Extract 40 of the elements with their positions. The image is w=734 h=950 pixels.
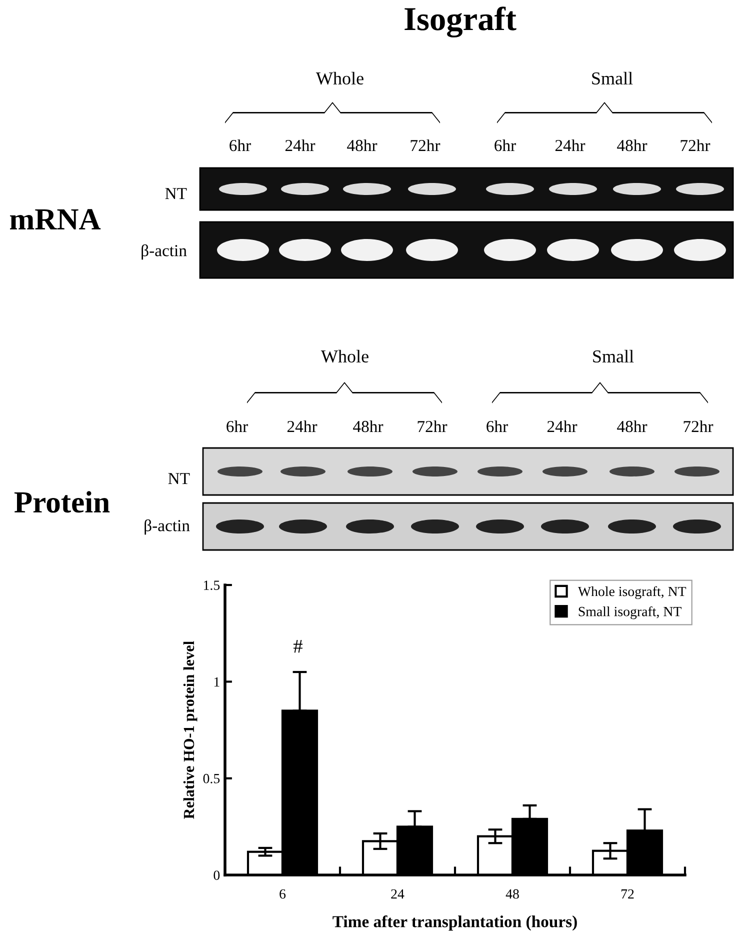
- text: Small: [592, 72, 633, 85]
- text: β-actin: [144, 519, 190, 535]
- text: Small: [593, 350, 634, 363]
- text: 6hr: [494, 139, 516, 152]
- y-tick-label: 0: [214, 870, 220, 880]
- text: 72hr: [418, 420, 448, 432]
- y-tick-label: 1: [214, 677, 220, 686]
- text: 48hr: [617, 420, 648, 432]
- text: 6hr: [230, 139, 251, 152]
- x-axis-title: Time after transplantation (hours): [332, 915, 577, 931]
- x-tick-label: 72: [621, 889, 634, 899]
- text: Whole: [320, 350, 368, 363]
- x-tick-label: 48: [506, 889, 519, 899]
- text: 72hr: [684, 420, 714, 432]
- text: 24hr: [555, 139, 586, 152]
- legend-label: Small isograft, NT: [578, 606, 682, 620]
- text: 24hr: [285, 139, 316, 152]
- text: mRNA: [10, 209, 101, 230]
- text: 6hr: [226, 420, 248, 432]
- text: 6hr: [486, 420, 508, 432]
- text: 48hr: [617, 139, 648, 152]
- y-axis-title: Relative HO-1 protein level: [183, 641, 198, 819]
- text: 48hr: [353, 420, 384, 432]
- text: NT: [168, 473, 190, 484]
- text: 72hr: [680, 139, 710, 152]
- text: 72hr: [410, 139, 440, 152]
- text: 24hr: [287, 420, 318, 432]
- x-tick-label: 24: [391, 889, 404, 899]
- y-tick-label: 0.5: [203, 774, 220, 784]
- text: 24hr: [547, 420, 578, 432]
- y-tick-label: 1.5: [204, 580, 220, 590]
- text: 48hr: [347, 139, 378, 152]
- text: Whole: [316, 72, 364, 85]
- chart-title: Isograft: [404, 6, 516, 38]
- text: NT: [165, 188, 187, 200]
- text: Protein: [14, 491, 110, 513]
- text: β-actin: [142, 244, 187, 260]
- x-tick-label: 6: [280, 889, 286, 899]
- legend-label: Whole isograft, NT: [578, 586, 686, 600]
- annotation: #: [293, 640, 303, 653]
